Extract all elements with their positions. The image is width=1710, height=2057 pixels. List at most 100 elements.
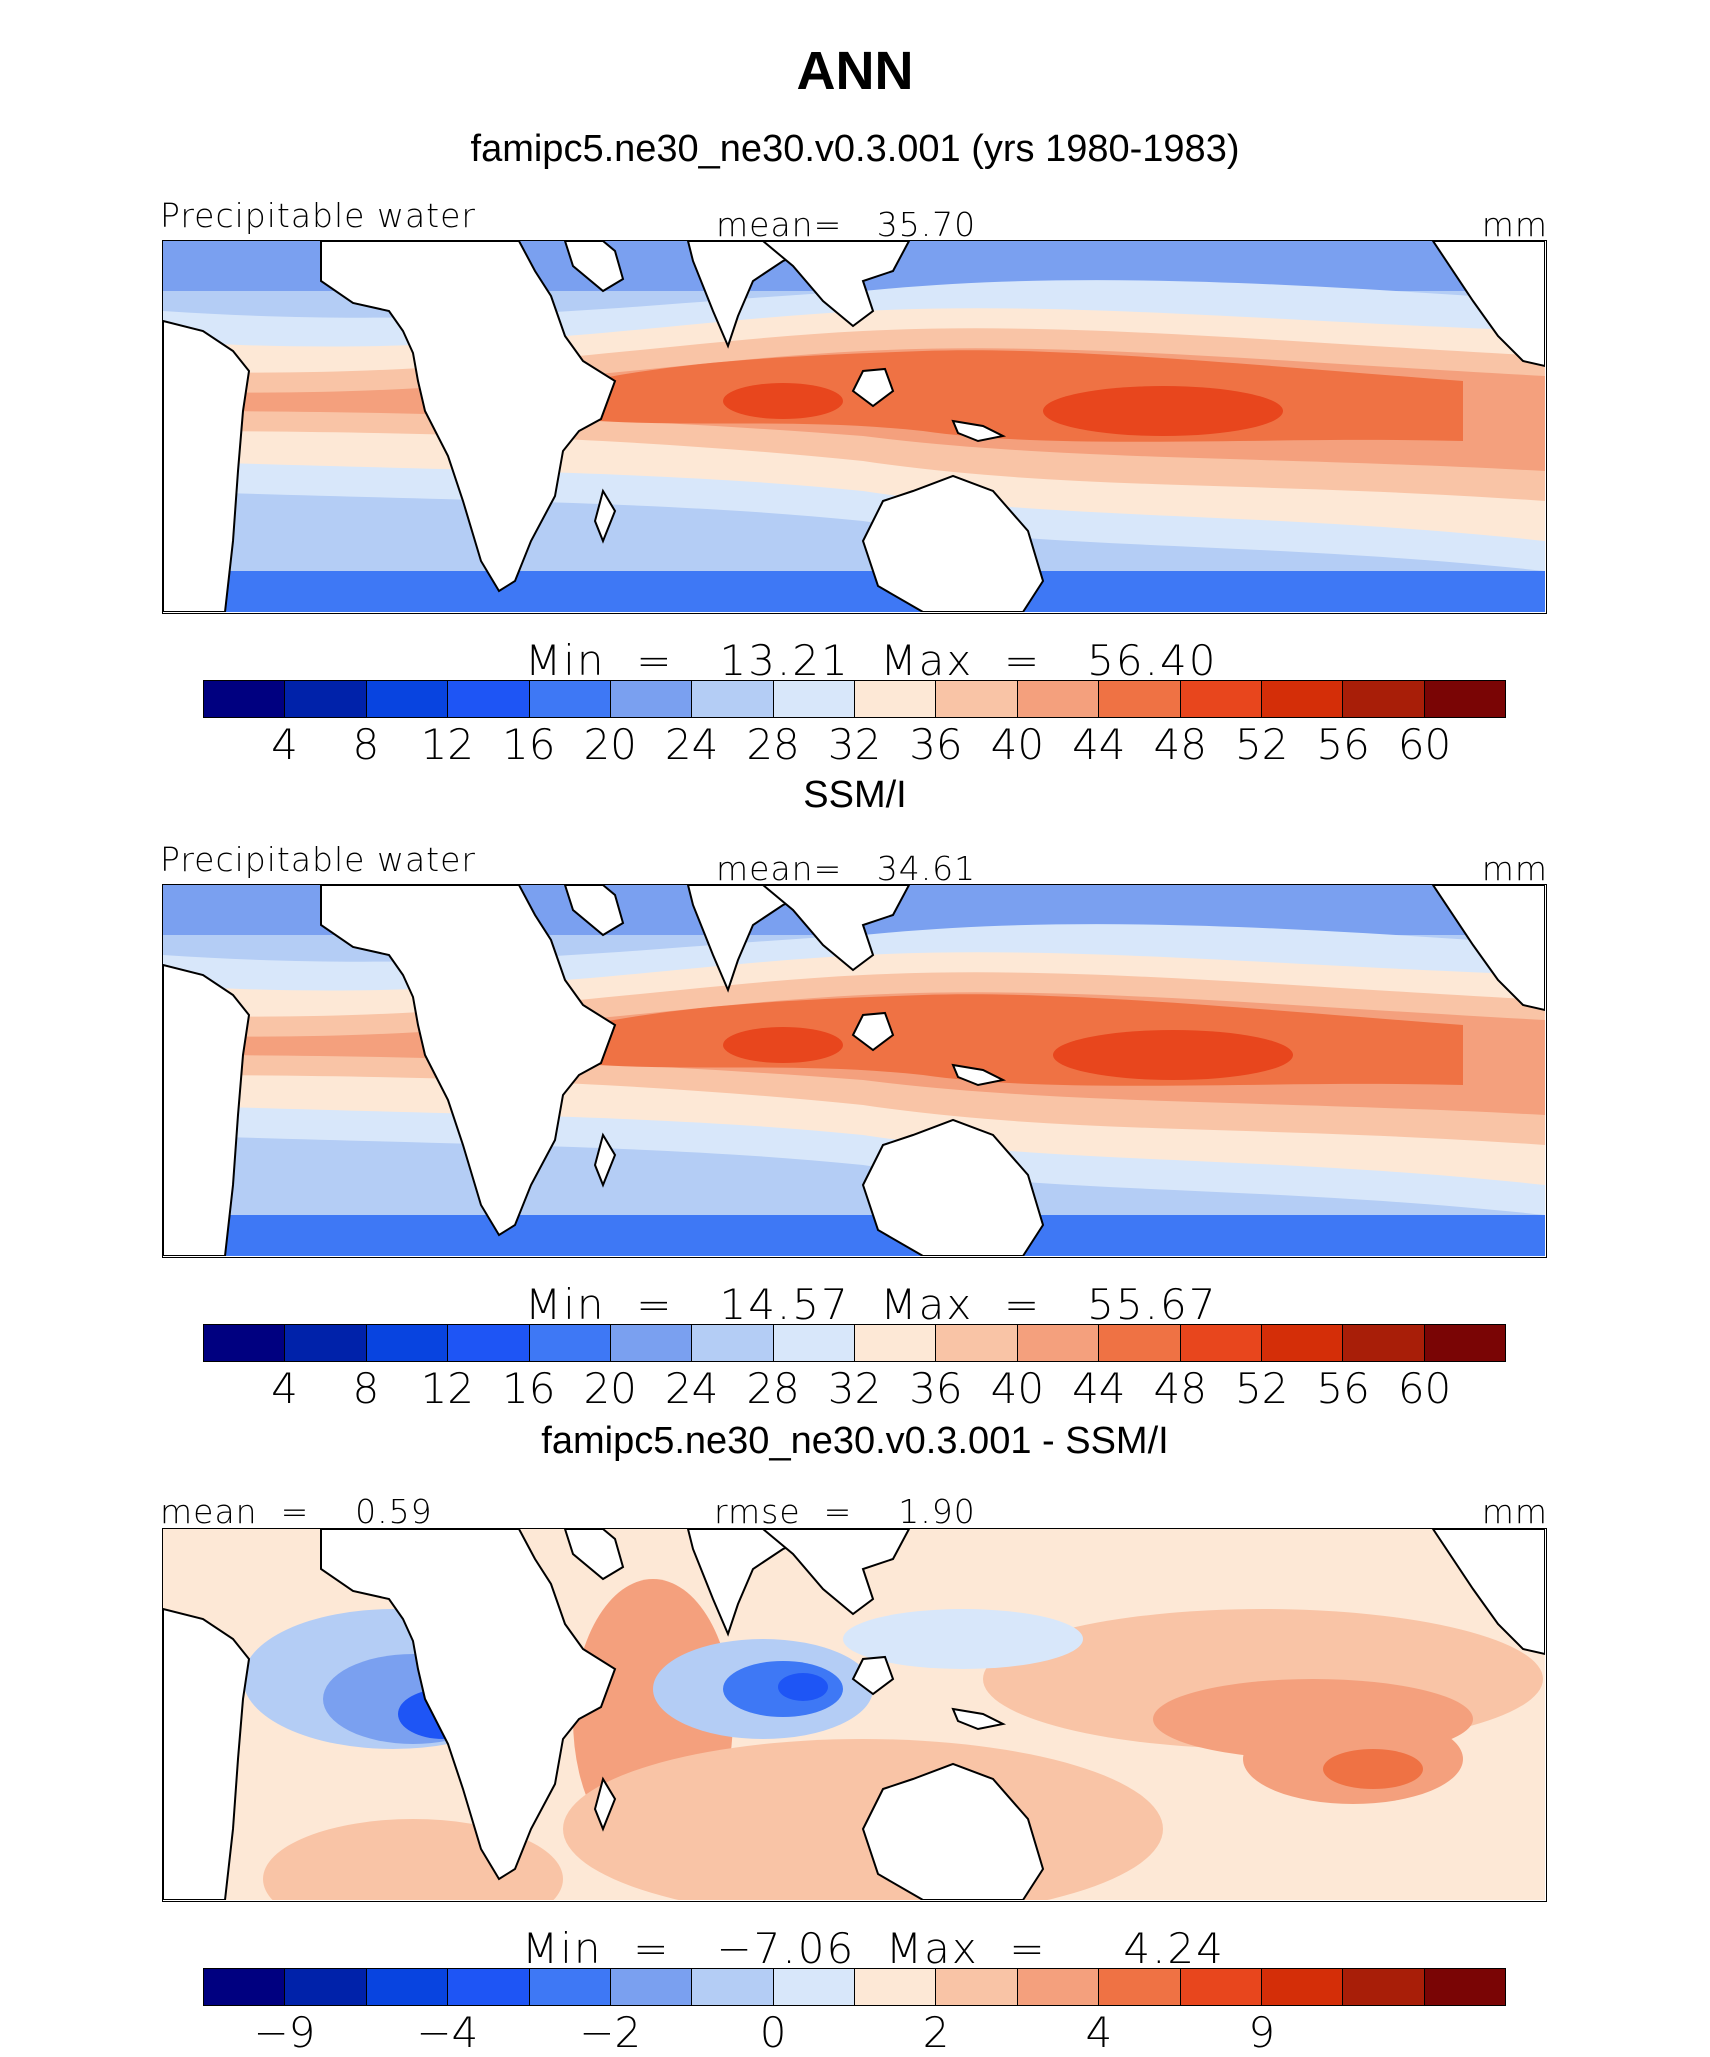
- colorbar-swatch: [448, 1969, 530, 2005]
- colorbar-swatch: [285, 681, 367, 717]
- panel-3-units: mm: [1481, 1492, 1548, 1531]
- colorbar-swatch: [448, 1325, 530, 1361]
- colorbar-swatch: [1099, 681, 1181, 717]
- colorbar-swatch: [773, 1969, 855, 2005]
- colorbar-tick-label: 0: [759, 2008, 787, 2057]
- colorbar-tick-label: 32: [827, 1364, 882, 1413]
- colorbar-tick-label: 2: [922, 2008, 950, 2057]
- colorbar-swatch: [610, 1325, 693, 1361]
- colorbar-swatch: [1424, 681, 1505, 717]
- colorbar-tick-label: 40: [990, 720, 1045, 769]
- panel-3-rmse: rmse = 1.90: [714, 1492, 976, 1531]
- colorbar-tick-label: 24: [664, 720, 719, 769]
- panel-2-minmax: Min = 14.57 Max = 55.67: [525, 1280, 1218, 1329]
- panel-1-colorbar-ticks: 4 8 12 16 20 24 28 32 36 40 44 48 52 56 60: [203, 718, 1506, 769]
- colorbar-tick-label: 12: [420, 720, 475, 769]
- panel-2-map: [162, 884, 1547, 1258]
- colorbar-tick-label: 44: [1072, 1364, 1126, 1413]
- colorbar-tick-label: 60: [1397, 720, 1452, 769]
- colorbar-swatch: [1343, 1969, 1425, 2005]
- colorbar-swatch: [692, 1969, 774, 2005]
- colorbar-swatch: [1261, 1969, 1344, 2005]
- colorbar-tick-label: 28: [746, 1364, 800, 1413]
- colorbar-tick-label: 8: [352, 720, 380, 769]
- panel-2-colorbar: [203, 1324, 1506, 1362]
- colorbar-tick-label: 8: [352, 1364, 380, 1413]
- colorbar-swatch: [285, 1325, 367, 1361]
- colorbar-tick-label: 52: [1234, 720, 1289, 769]
- colorbar-tick-label: −9: [253, 2008, 316, 2057]
- colorbar-tick-label: 48: [1153, 1364, 1207, 1413]
- colorbar-swatch: [1017, 1969, 1100, 2005]
- colorbar-swatch: [855, 1969, 937, 2005]
- panel-3-colorbar: [203, 1968, 1506, 2006]
- colorbar-swatch: [285, 1969, 367, 2005]
- colorbar-swatch: [529, 1325, 611, 1361]
- colorbar-tick-label: 36: [909, 720, 963, 769]
- colorbar-tick-label: −4: [416, 2008, 479, 2057]
- colorbar-tick-label: 36: [909, 1364, 963, 1413]
- colorbar-swatch: [204, 1325, 286, 1361]
- colorbar-tick-label: 44: [1072, 720, 1126, 769]
- panel-3-minmax: Min = −7.06 Max = 4.24: [522, 1924, 1225, 1973]
- colorbar-swatch: [610, 681, 693, 717]
- colorbar-swatch: [773, 681, 855, 717]
- figure-title: ANN: [796, 41, 914, 101]
- colorbar-swatch: [529, 681, 611, 717]
- colorbar-swatch: [366, 681, 449, 717]
- colorbar-swatch: [1180, 1325, 1262, 1361]
- colorbar-swatch: [529, 1969, 611, 2005]
- colorbar-swatch: [448, 681, 530, 717]
- colorbar-tick-label: 52: [1234, 1364, 1289, 1413]
- panel-1-title: famipc5.ne30_ne30.v0.3.001 (yrs 1980-198…: [470, 128, 1240, 170]
- colorbar-tick-label: 4: [271, 720, 298, 769]
- colorbar-tick-label: 28: [746, 720, 800, 769]
- colorbar-swatch: [1261, 681, 1344, 717]
- colorbar-tick-label: 48: [1153, 720, 1207, 769]
- colorbar-swatch: [1343, 681, 1425, 717]
- panel-2-units: mm: [1481, 849, 1548, 888]
- colorbar-swatch: [366, 1325, 449, 1361]
- colorbar-swatch: [204, 681, 286, 717]
- colorbar-swatch: [936, 1325, 1018, 1361]
- colorbar-tick-label: 60: [1397, 1364, 1452, 1413]
- colorbar-swatch: [692, 681, 774, 717]
- colorbar-tick-label: 4: [271, 1364, 298, 1413]
- panel-3-title: famipc5.ne30_ne30.v0.3.001 - SSM/I: [541, 1420, 1169, 1462]
- colorbar-tick-label: 32: [827, 720, 882, 769]
- panel-1-variable: Precipitable water: [160, 196, 476, 235]
- colorbar-tick-label: 56: [1316, 720, 1370, 769]
- colorbar-tick-label: 56: [1316, 1364, 1370, 1413]
- panel-3-mean: mean = 0.59: [160, 1492, 433, 1531]
- colorbar-swatch: [936, 1969, 1018, 2005]
- colorbar-tick-label: 40: [990, 1364, 1045, 1413]
- panel-2-title: SSM/I: [803, 774, 907, 816]
- colorbar-swatch: [855, 681, 937, 717]
- panel-1-map: [162, 240, 1547, 614]
- colorbar-swatch: [936, 681, 1018, 717]
- colorbar-tick-label: 16: [502, 1364, 556, 1413]
- panel-3-map: [162, 1528, 1547, 1902]
- colorbar-tick-label: 24: [664, 1364, 719, 1413]
- panel-2-variable: Precipitable water: [160, 840, 476, 879]
- colorbar-swatch: [1424, 1969, 1505, 2005]
- colorbar-tick-label: 20: [583, 1364, 637, 1413]
- colorbar-swatch: [692, 1325, 774, 1361]
- colorbar-tick-label: 16: [502, 720, 556, 769]
- colorbar-swatch: [204, 1969, 286, 2005]
- panel-3-colorbar-ticks: −9 −4 −2 0 2 4 9: [203, 2006, 1506, 2057]
- panel-1-mean: mean= 35.70: [716, 205, 977, 244]
- colorbar-swatch: [1343, 1325, 1425, 1361]
- colorbar-swatch: [366, 1969, 449, 2005]
- panel-2-mean: mean= 34.61: [716, 849, 977, 888]
- colorbar-swatch: [773, 1325, 855, 1361]
- panel-2-colorbar-ticks: 4 8 12 16 20 24 28 32 36 40 44 48 52 56 60: [203, 1362, 1506, 1413]
- colorbar-swatch: [855, 1325, 937, 1361]
- colorbar-swatch: [1099, 1325, 1181, 1361]
- panel-1-minmax: Min = 13.21 Max = 56.40: [525, 636, 1218, 685]
- colorbar-swatch: [1099, 1969, 1181, 2005]
- panel-1-units: mm: [1481, 205, 1548, 244]
- colorbar-tick-label: 20: [583, 720, 637, 769]
- colorbar-tick-label: 4: [1085, 2008, 1113, 2057]
- colorbar-swatch: [1424, 1325, 1505, 1361]
